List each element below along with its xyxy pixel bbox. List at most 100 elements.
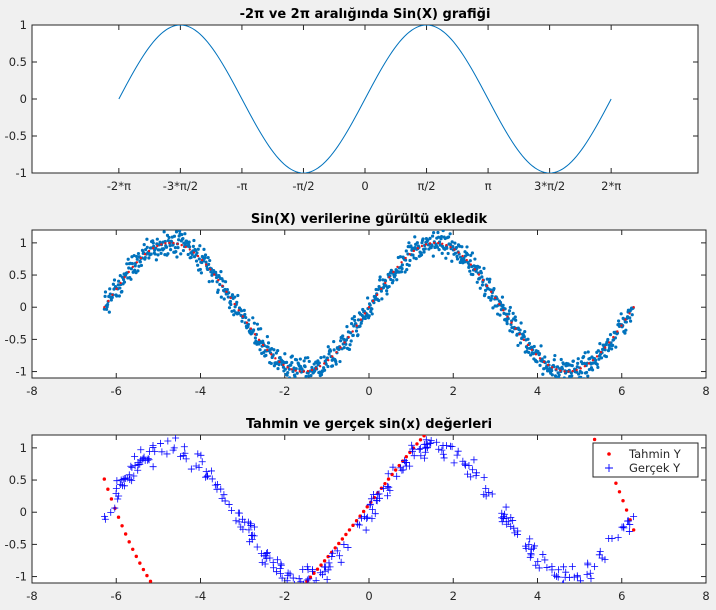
noisy-point <box>214 273 218 277</box>
y-tick-label: -1 <box>16 570 27 584</box>
actual-point <box>182 455 190 463</box>
noisy-point <box>145 245 149 249</box>
actual-point <box>426 440 434 448</box>
actual-point <box>626 521 634 529</box>
noisy-point <box>490 294 494 298</box>
prediction-point <box>340 537 345 541</box>
noisy-point <box>266 341 271 345</box>
actual-point <box>498 518 506 526</box>
actual-point <box>583 570 591 578</box>
true-point <box>115 287 118 291</box>
x-tick-label: -2*π <box>107 179 131 193</box>
actual-point <box>560 579 568 583</box>
x-tick-label: 6 <box>618 384 625 398</box>
noisy-point <box>108 287 112 291</box>
noisy-point <box>240 319 244 323</box>
noisy-point <box>426 238 430 242</box>
noisy-point <box>191 244 195 248</box>
prediction-point <box>579 416 582 419</box>
noisy-point <box>227 306 232 310</box>
noisy-point <box>468 269 472 273</box>
actual-point <box>354 520 362 528</box>
noisy-point <box>192 238 196 243</box>
actual-point <box>472 472 480 480</box>
noisy-point <box>379 289 383 293</box>
prediction-point <box>458 399 461 402</box>
prediction-point <box>444 412 447 415</box>
noisy-point <box>552 358 556 362</box>
actual-point <box>119 482 127 490</box>
actual-point <box>337 558 345 566</box>
actual-point <box>218 494 226 502</box>
noisy-point <box>117 279 121 283</box>
noisy-point <box>290 361 294 365</box>
true-point <box>257 338 261 342</box>
noisy-point <box>360 313 364 318</box>
true-point <box>632 306 635 309</box>
noisy-point <box>440 251 444 255</box>
prediction-point <box>152 585 155 588</box>
noisy-point <box>106 302 110 307</box>
noisy-point <box>467 265 471 269</box>
prediction-point <box>280 604 283 607</box>
noisy-point <box>571 359 575 363</box>
y-tick-label: 0.5 <box>9 473 27 487</box>
actual-point <box>584 561 592 569</box>
noisy-point <box>344 338 349 342</box>
actual-point <box>207 467 215 475</box>
noisy-point <box>155 237 159 241</box>
noisy-point <box>413 235 417 239</box>
noisy-point <box>562 376 566 378</box>
noisy-point <box>560 367 564 371</box>
noisy-point <box>177 238 181 242</box>
noisy-point <box>285 373 289 377</box>
noisy-point <box>444 256 448 260</box>
noisy-point <box>117 294 121 298</box>
noisy-point <box>450 240 454 244</box>
noisy-point <box>376 287 380 292</box>
x-tick-label: 2*π <box>601 179 621 193</box>
noisy-point <box>449 243 453 247</box>
noisy-point <box>110 295 114 300</box>
noisy-point <box>408 258 412 263</box>
noisy-point <box>387 284 391 289</box>
actual-point <box>465 461 473 469</box>
prediction-point <box>557 392 560 395</box>
noisy-point <box>198 244 202 248</box>
noisy-point <box>278 356 282 360</box>
actual-point <box>149 442 157 449</box>
true-point <box>502 309 505 312</box>
noisy-point <box>207 262 211 266</box>
actual-point <box>134 466 142 474</box>
prediction-point <box>592 437 597 442</box>
noisy-point <box>553 353 557 358</box>
actual-point <box>614 534 622 542</box>
prediction-point <box>575 411 578 414</box>
noisy-point <box>479 271 483 275</box>
x-tick-label: 4 <box>534 589 541 603</box>
actual-point <box>163 450 171 458</box>
noisy-point <box>103 290 108 294</box>
noisy-point <box>290 354 294 358</box>
true-point <box>339 346 342 349</box>
true-point <box>599 350 603 354</box>
noisy-point <box>450 259 454 263</box>
noisy-point <box>288 376 292 378</box>
prediction-point <box>582 421 585 424</box>
noisy-point <box>121 277 126 282</box>
actual-point <box>530 544 538 552</box>
actual-point <box>421 448 429 456</box>
noisy-point <box>628 316 632 320</box>
actual-point <box>324 566 332 574</box>
actual-point <box>246 538 254 546</box>
noisy-point <box>507 312 511 316</box>
actual-point <box>427 439 435 447</box>
actual-point <box>107 508 115 516</box>
prediction-point <box>447 408 450 411</box>
noisy-point <box>342 345 346 350</box>
x-tick-label: 0 <box>361 179 368 193</box>
actual-point <box>376 494 384 502</box>
noisy-point <box>337 347 341 352</box>
actual-point <box>128 464 136 472</box>
true-point <box>412 249 415 253</box>
